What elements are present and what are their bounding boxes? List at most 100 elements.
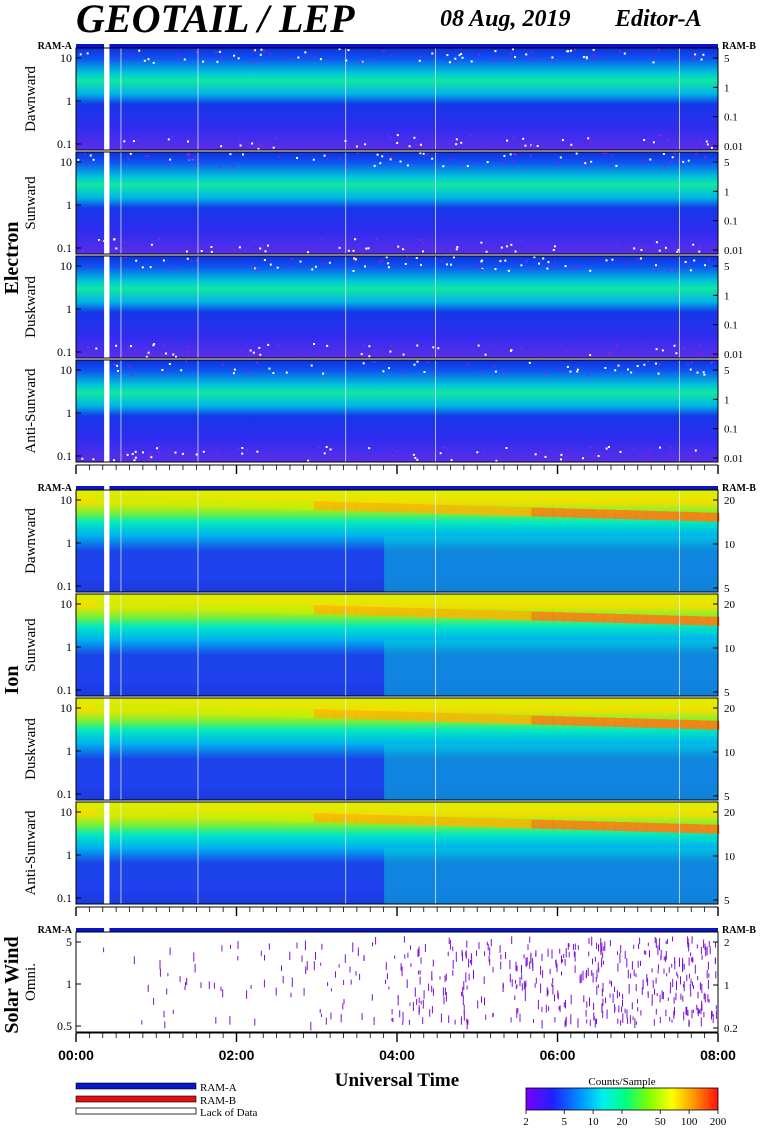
electron-speckle — [272, 372, 275, 375]
sw-count-mark — [511, 979, 513, 987]
ion-warm-band — [396, 815, 409, 825]
ion-warm-band — [479, 610, 492, 620]
sw-count-mark — [614, 1006, 616, 1011]
ion-warm-band — [489, 818, 502, 828]
ion-warm-band — [583, 613, 595, 623]
panel-label-ion-duskward: Duskward — [23, 718, 39, 780]
sw-count-mark — [593, 1002, 595, 1011]
sw-count-mark — [683, 981, 685, 992]
sw-count-mark — [525, 961, 527, 967]
panel-label-ion-anti-sunward: Anti-Sunward — [23, 810, 39, 895]
electron-speckle — [589, 446, 592, 449]
sw-count-mark — [582, 970, 584, 981]
electron-speckle — [638, 245, 641, 248]
ion-warm-band — [604, 821, 616, 831]
legend-item-ram-a: RAM-A — [75, 1082, 237, 1094]
ion-warm-band — [438, 608, 450, 618]
ion-warm-band — [521, 507, 533, 517]
right-tick-label: 5 — [724, 365, 730, 377]
ion-warm-band — [645, 718, 658, 728]
right-tick-label: 1 — [724, 186, 730, 198]
sw-count-mark — [686, 1006, 688, 1016]
electron-speckle — [187, 351, 190, 353]
sw-count-mark — [385, 962, 387, 970]
ion-warm-band — [210, 498, 222, 508]
electron-speckle — [643, 139, 646, 141]
sw-count-mark — [567, 943, 569, 950]
electron-speckle — [645, 245, 648, 248]
sw-count-mark — [620, 1020, 622, 1026]
electron-speckle — [220, 145, 223, 148]
sw-count-mark — [656, 993, 658, 996]
electron-speckle — [682, 347, 685, 349]
electron-speckle — [614, 369, 617, 372]
data-gap-ion-anti-sunward — [104, 802, 110, 904]
electron-speckle — [507, 57, 510, 60]
sw-count-mark — [682, 964, 683, 972]
left-tick-label: 10 — [60, 493, 72, 507]
electron-speckle — [251, 263, 254, 266]
sw-count-mark — [665, 955, 667, 962]
sw-count-mark — [492, 1012, 494, 1017]
electron-speckle — [175, 266, 178, 269]
electron-speckle — [157, 450, 160, 453]
ion-warm-band — [469, 817, 481, 827]
sw-count-mark — [601, 942, 603, 952]
ram-bar-ion — [76, 486, 718, 490]
electron-speckle — [586, 164, 589, 167]
electron-speckle — [161, 369, 164, 371]
sw-count-mark — [230, 944, 231, 949]
sw-count-mark — [439, 976, 441, 980]
sw-count-mark — [448, 1015, 450, 1023]
sw-count-mark — [391, 1009, 393, 1015]
electron-speckle — [373, 57, 376, 60]
ion-warm-band — [344, 814, 357, 824]
sw-count-mark — [662, 991, 664, 1000]
electron-speckle — [546, 267, 549, 270]
electron-speckle — [187, 152, 190, 155]
sw-count-mark — [660, 955, 662, 961]
electron-speckle — [310, 364, 313, 367]
panel-ion-duskward: Duskward 10 1 0.1 20 10 5 — [23, 697, 736, 803]
electron-speckle — [287, 57, 290, 60]
electron-speckle — [346, 352, 349, 354]
sw-count-mark — [462, 986, 464, 997]
sw-count-mark — [665, 1009, 667, 1017]
sw-count-mark — [601, 957, 603, 968]
electron-speckle — [208, 243, 211, 246]
electron-speckle — [460, 53, 463, 55]
electron-speckle — [345, 59, 348, 62]
ion-warm-band — [635, 614, 647, 624]
electron-speckle — [145, 155, 148, 158]
sw-count-mark — [649, 950, 650, 958]
ion-warm-band — [417, 816, 430, 826]
sw-count-mark — [645, 950, 647, 955]
sw-count-mark — [674, 957, 676, 964]
electron-speckle — [198, 143, 201, 146]
electron-speckle — [514, 250, 517, 253]
sw-count-mark — [546, 987, 548, 997]
sw-count-mark — [660, 949, 662, 958]
electron-speckle — [514, 56, 516, 58]
ion-warm-band — [334, 709, 347, 719]
sw-count-mark — [431, 976, 433, 981]
sw-count-mark — [477, 1000, 479, 1009]
ion-warm-band — [293, 812, 305, 822]
ion-warm-band — [500, 714, 512, 724]
sw-count-mark — [407, 952, 409, 958]
ion-warm-band — [365, 502, 378, 512]
electron-speckle — [422, 242, 425, 244]
ion-warm-band — [531, 819, 544, 829]
sw-count-mark — [715, 958, 716, 963]
electron-speckle — [554, 245, 556, 248]
sw-count-mark — [712, 1014, 714, 1023]
electron-speckle — [195, 259, 198, 262]
sw-count-mark — [651, 994, 653, 1003]
electron-speckle — [545, 355, 548, 358]
sw-count-mark — [385, 979, 386, 984]
electron-speckle — [646, 451, 649, 454]
sw-count-mark — [470, 953, 472, 960]
electron-speckle — [167, 267, 170, 270]
electron-speckle — [696, 371, 699, 374]
ion-warm-band — [583, 717, 595, 727]
